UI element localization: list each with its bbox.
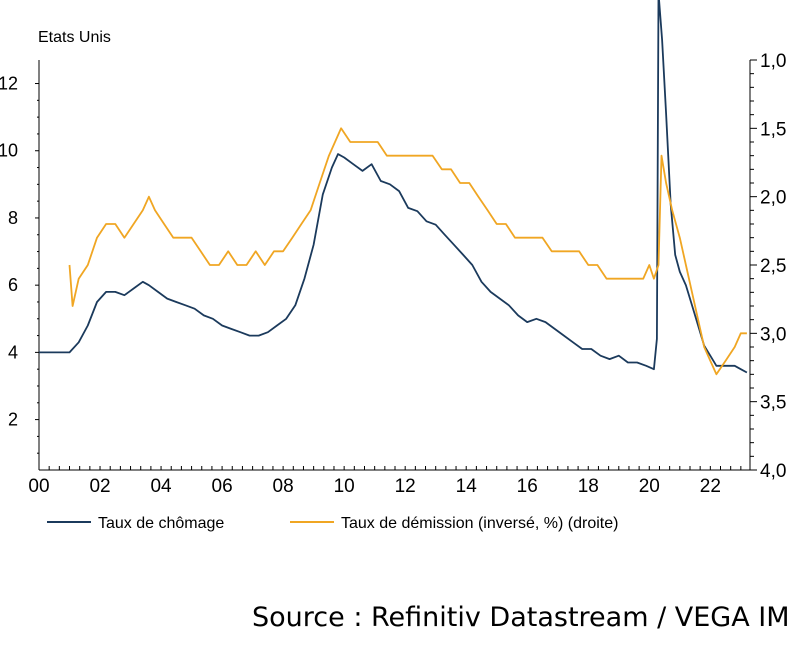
right-tick-label: 3,0 xyxy=(760,324,786,345)
legend: Taux de chômage Taux de démission (inver… xyxy=(47,515,618,532)
left-tick-label: 12 xyxy=(0,74,18,94)
bottom-tick-label: 08 xyxy=(273,476,294,497)
left-axis-ticks: 2 4 6 8 10 12 xyxy=(0,74,39,454)
left-tick-label: 4 xyxy=(8,342,18,362)
series-layer xyxy=(39,0,748,376)
left-tick-label: 8 xyxy=(8,208,18,228)
right-tick-label: 1,5 xyxy=(760,119,786,140)
series-line-unemployment xyxy=(39,0,748,374)
bottom-tick-label: 22 xyxy=(700,476,721,497)
bottom-tick-label: 12 xyxy=(395,476,416,497)
right-tick-label: 4,0 xyxy=(760,461,786,482)
left-tick-label: 6 xyxy=(8,275,18,295)
legend-label-unemployment: Taux de chômage xyxy=(98,515,224,532)
bottom-tick-label: 20 xyxy=(639,476,660,497)
right-tick-label: 1,0 xyxy=(760,51,786,72)
chart-title: Etats Unis xyxy=(38,29,111,46)
left-tick-label: 2 xyxy=(8,410,18,430)
axes xyxy=(38,60,751,471)
bottom-tick-label: 04 xyxy=(150,476,172,497)
right-axis-ticks: 1,0 1,5 2,0 2,5 3,0 3,5 4,0 xyxy=(750,51,786,482)
bottom-tick-label: 00 xyxy=(28,476,49,497)
bottom-tick-label: 06 xyxy=(212,476,233,497)
left-tick-label: 10 xyxy=(0,141,18,161)
bottom-tick-label: 16 xyxy=(517,476,538,497)
source-note: Source : Refinitiv Datastream / VEGA IM xyxy=(252,602,790,633)
series-line-quits xyxy=(68,127,747,376)
right-tick-label: 2,0 xyxy=(760,188,786,209)
bottom-tick-label: 02 xyxy=(89,476,110,497)
bottom-tick-label: 10 xyxy=(334,476,355,497)
right-tick-label: 3,5 xyxy=(760,393,786,414)
right-tick-label: 2,5 xyxy=(760,256,786,277)
bottom-tick-label: 18 xyxy=(578,476,599,497)
bottom-tick-label: 14 xyxy=(456,476,478,497)
legend-label-quits: Taux de démission (inversé, %) (droite) xyxy=(341,515,618,532)
bottom-axis-ticks: 00 02 04 06 08 10 12 14 16 18 20 22 xyxy=(28,466,742,497)
